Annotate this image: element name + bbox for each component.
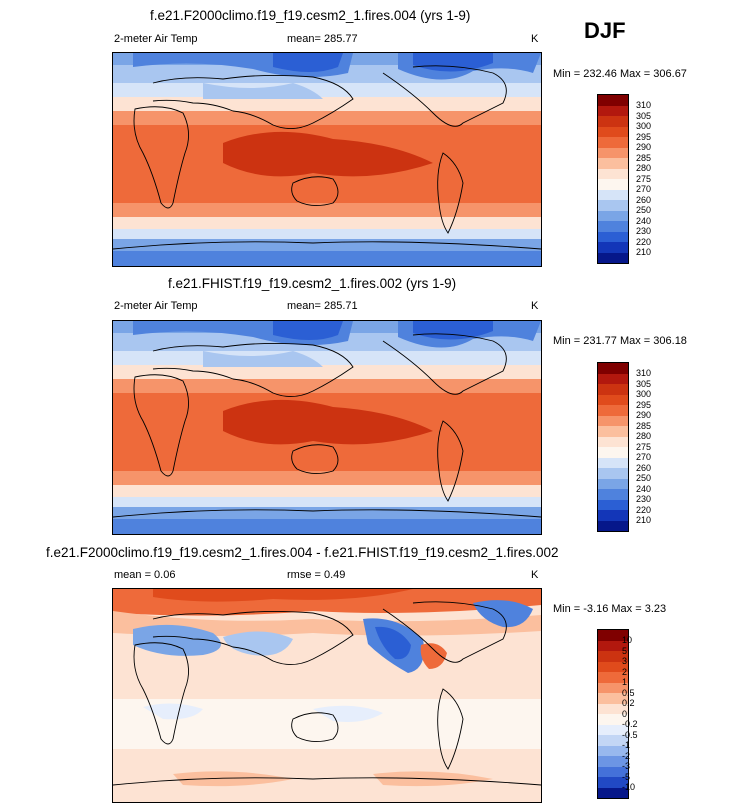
panel1-cbar-label: 290	[636, 142, 652, 152]
panel2-colorbar	[597, 362, 629, 532]
panel3-cbar-label: -5	[622, 771, 631, 782]
panel1-map	[112, 52, 542, 267]
panel1-minmax: Min = 232.46 Max = 306.67	[553, 68, 687, 80]
panel3-mean: mean = 0.06	[114, 569, 176, 581]
panel3-cbar-label: 0.5	[622, 687, 635, 698]
panel1-cbar-label: 240	[636, 215, 652, 226]
panel3-cbar-label: 3	[622, 656, 628, 666]
panel3-cbar-label: -0.5	[622, 729, 638, 740]
panel2-cbar-label: 260	[636, 462, 652, 473]
panel1-units: K	[531, 33, 539, 45]
panel2-minmax: Min = 231.77 Max = 306.18	[553, 335, 687, 347]
panel3-cbar-label: 1	[622, 677, 628, 687]
panel2-variable: 2-meter Air Temp	[114, 300, 198, 312]
panel1-cbar-label: 280	[636, 163, 652, 173]
panel3-cbar-label: -1	[622, 740, 631, 750]
panel2-cbar-label: 295	[636, 399, 652, 410]
season-label: DJF	[584, 18, 626, 43]
panel3-units: K	[531, 569, 539, 581]
panel3-cbar-label: 0.2	[622, 698, 635, 708]
panel2-cbar-label: 210	[636, 515, 652, 525]
panel3-cbar-label: -10	[622, 782, 636, 792]
panel3-cbar-label: 0	[622, 708, 628, 719]
panel1-cbar-label: 300	[636, 121, 652, 131]
panel3-cbar-label: 5	[622, 645, 628, 656]
panel2-cbar-label: 290	[636, 410, 652, 420]
panel1-cbar-label: 230	[636, 226, 652, 236]
panel3-map	[112, 588, 542, 803]
panel3-cbar-label: -2	[622, 750, 631, 761]
panel3-title: f.e21.F2000climo.f19_f19.cesm2_1.fires.0…	[46, 545, 559, 560]
panel1-colorbar	[597, 94, 629, 264]
panel1-cbar-label: 310	[636, 100, 652, 110]
panel1-cbar-label: 270	[636, 184, 652, 194]
panel2-cbar-label: 275	[636, 441, 652, 452]
panel2-cbar-label: 305	[636, 378, 652, 389]
panel3-colorbar	[597, 629, 629, 799]
panel2-cbar-label: 230	[636, 494, 652, 504]
panel3-cbar-label: 10	[622, 635, 633, 645]
panel1-cbar-label: 305	[636, 110, 652, 121]
panel1-cbar-label: 210	[636, 247, 652, 257]
panel2-cbar-label: 280	[636, 431, 652, 441]
panel2-cbar-label: 220	[636, 504, 652, 515]
panel2-cbar-label: 300	[636, 389, 652, 399]
panel2-cbar-label: 270	[636, 452, 652, 462]
panel2-mean: mean= 285.71	[287, 300, 358, 312]
panel1-variable: 2-meter Air Temp	[114, 33, 198, 45]
panel3-cbar-label: 2	[622, 666, 628, 677]
panel2-cbar-label: 240	[636, 483, 652, 494]
panel2-title: f.e21.FHIST.f19_f19.cesm2_1.fires.002 (y…	[168, 276, 457, 291]
panel1-mean: mean= 285.77	[287, 33, 358, 45]
panel1-title: f.e21.F2000climo.f19_f19.cesm2_1.fires.0…	[150, 8, 471, 23]
panel3-rmse: rmse = 0.49	[287, 569, 346, 581]
panel3-minmax: Min = -3.16 Max = 3.23	[553, 603, 667, 615]
panel1-cbar-label: 275	[636, 173, 652, 184]
panel2-map	[112, 320, 542, 535]
panel1-cbar-label: 285	[636, 152, 652, 163]
panel2-cbar-label: 310	[636, 368, 652, 378]
panel1-cbar-label: 220	[636, 236, 652, 247]
panel3-cbar-label: -3	[622, 761, 631, 771]
panel1-cbar-label: 295	[636, 131, 652, 142]
panel2-units: K	[531, 300, 539, 312]
panel2-cbar-label: 285	[636, 420, 652, 431]
panel3-cbar-label: -0.2	[622, 719, 638, 729]
panel1-cbar-label: 260	[636, 194, 652, 205]
panel2-cbar-label: 250	[636, 473, 652, 483]
panel1-cbar-label: 250	[636, 205, 652, 215]
